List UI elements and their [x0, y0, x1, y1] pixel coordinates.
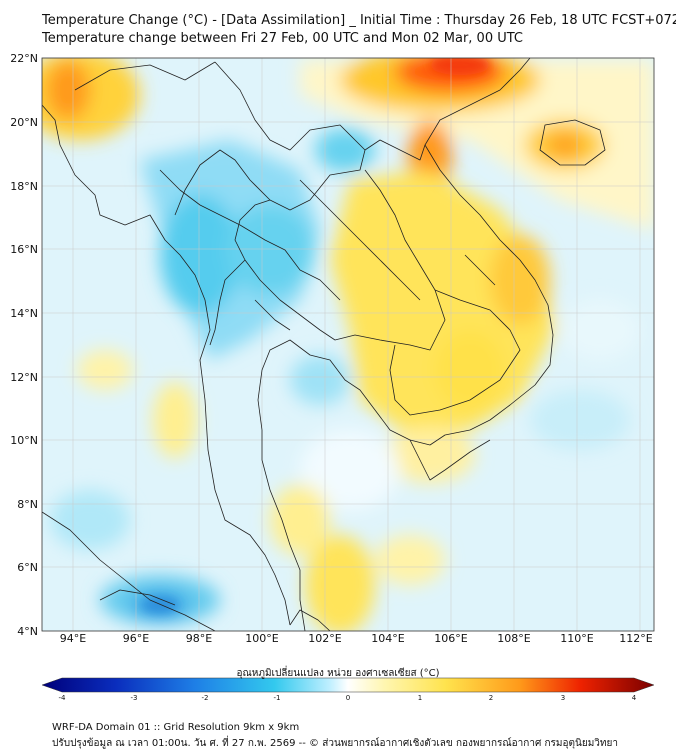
- colorbar-tick: -3: [130, 694, 138, 702]
- lon-label: 94°E: [59, 632, 87, 645]
- map-subtitle: Temperature change between Fri 27 Feb, 0…: [42, 31, 523, 46]
- lat-label: 8°N: [17, 498, 38, 511]
- lat-label: 12°N: [10, 371, 38, 384]
- lon-label: 100°E: [245, 632, 279, 645]
- colorbar: [41, 677, 655, 693]
- lon-label: 108°E: [497, 632, 531, 645]
- lon-label: 106°E: [434, 632, 468, 645]
- colorbar-tick: 0: [345, 694, 351, 702]
- lat-label: 22°N: [10, 52, 38, 65]
- lat-label: 4°N: [17, 625, 38, 638]
- lon-label: 96°E: [122, 632, 150, 645]
- colorbar-tick: 2: [488, 694, 494, 702]
- colorbar-tick: -2: [201, 694, 209, 702]
- lat-label: 6°N: [17, 561, 38, 574]
- colorbar-tick: 1: [417, 694, 423, 702]
- lat-label: 14°N: [10, 307, 38, 320]
- lat-label: 16°N: [10, 243, 38, 256]
- lon-label: 102°E: [308, 632, 342, 645]
- map-frame: [41, 57, 655, 632]
- lat-label: 20°N: [10, 116, 38, 129]
- graticule: [42, 58, 654, 631]
- coastlines-and-borders: [42, 58, 606, 631]
- lat-label: 10°N: [10, 434, 38, 447]
- colorbar-tick: 3: [560, 694, 566, 702]
- footer-update-info: ปรับปรุงข้อมูล ณ เวลา 01:00น. วัน ศ. ที่…: [52, 738, 618, 749]
- temperature-field: [42, 58, 654, 631]
- lon-label: 110°E: [560, 632, 594, 645]
- colorbar-tick: -1: [273, 694, 281, 702]
- colorbar-title: อุณหภูมิเปลี่ยนแปลง หน่วย องศาเซลเซียส (…: [236, 668, 440, 679]
- map-title: Temperature Change (°C) - [Data Assimila…: [42, 13, 676, 28]
- footer-model-info: WRF-DA Domain 01 :: Grid Resolution 9km …: [52, 722, 300, 733]
- lon-label: 112°E: [619, 632, 653, 645]
- colorbar-tick: -4: [58, 694, 66, 702]
- lat-label: 18°N: [10, 180, 38, 193]
- lon-label: 104°E: [371, 632, 405, 645]
- colorbar-tick: 4: [631, 694, 637, 702]
- lon-label: 98°E: [185, 632, 213, 645]
